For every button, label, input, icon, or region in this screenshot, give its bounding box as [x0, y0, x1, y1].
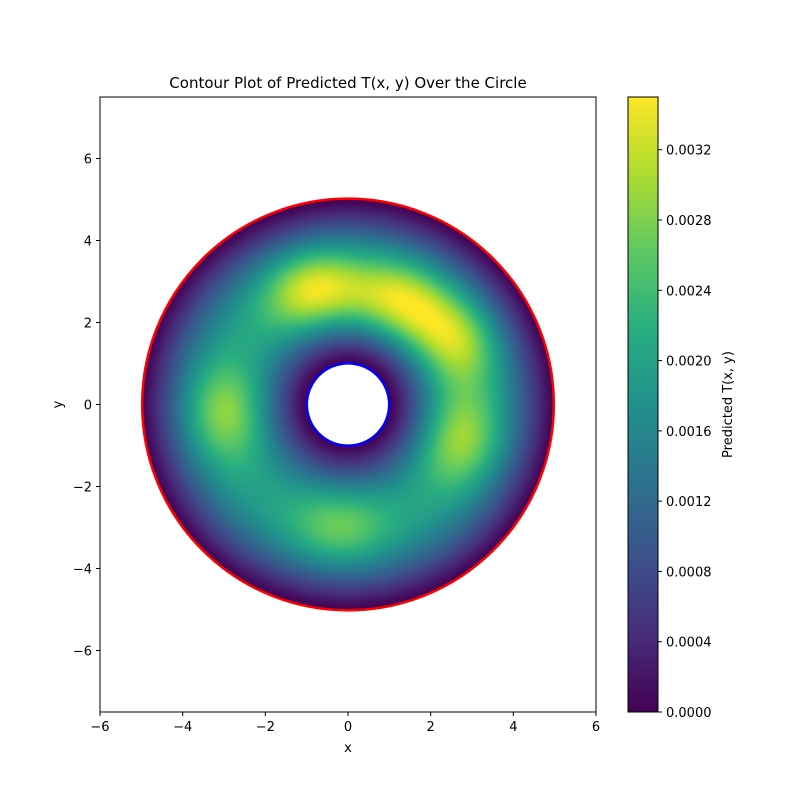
colorbar-label: Predicted T(x, y)	[721, 351, 736, 458]
colorbar: 0.0000 0.0004 0.0008 0.0012 0.0016 0.0020 0.00…	[627, 96, 736, 721]
colorbar-tick-label: 0.0000	[666, 706, 712, 721]
colorbar-ticks: 0.0000 0.0004 0.0008 0.0012 0.0016 0.0020 0.00…	[658, 144, 712, 721]
x-tick-label: 2	[427, 720, 435, 735]
y-tick-label: 4	[84, 235, 92, 250]
x-axis-label: x	[344, 741, 352, 756]
x-axis: −6 −4 −2 0 2 4 6	[90, 712, 600, 735]
colorbar-tick-label: 0.0020	[666, 355, 712, 370]
colorbar-gradient	[628, 97, 658, 712]
y-axis-label: y	[51, 400, 66, 408]
x-tick-label: −4	[173, 720, 192, 735]
x-tick-label: 4	[509, 720, 517, 735]
inner-boundary-circle	[305, 362, 391, 447]
y-axis: −6 −4 −2 0 2 4 6	[73, 153, 100, 660]
colorbar-tick-label: 0.0012	[666, 495, 712, 510]
x-tick-label: −6	[90, 720, 109, 735]
y-tick-label: −4	[73, 563, 92, 578]
colorbar-tick-label: 0.0028	[666, 214, 712, 229]
colorbar-tick-label: 0.0004	[666, 636, 712, 651]
y-tick-label: 2	[84, 317, 92, 332]
y-tick-label: 0	[84, 399, 92, 414]
y-tick-label: 6	[84, 153, 92, 168]
plot-area	[99, 96, 597, 713]
y-tick-label: −6	[73, 645, 92, 660]
x-tick-label: −2	[256, 720, 275, 735]
x-tick-label: 0	[344, 720, 352, 735]
outer-boundary-circle	[140, 197, 556, 612]
colorbar-tick-label: 0.0032	[666, 144, 712, 159]
chart-title: Contour Plot of Predicted T(x, y) Over t…	[169, 74, 526, 92]
colorbar-frame	[627, 96, 659, 713]
x-tick-label: 6	[592, 720, 600, 735]
colorbar-tick-label: 0.0008	[666, 565, 712, 580]
colorbar-tick-label: 0.0024	[666, 284, 712, 299]
colorbar-tick-label: 0.0016	[666, 425, 712, 440]
y-tick-label: −2	[73, 481, 92, 496]
